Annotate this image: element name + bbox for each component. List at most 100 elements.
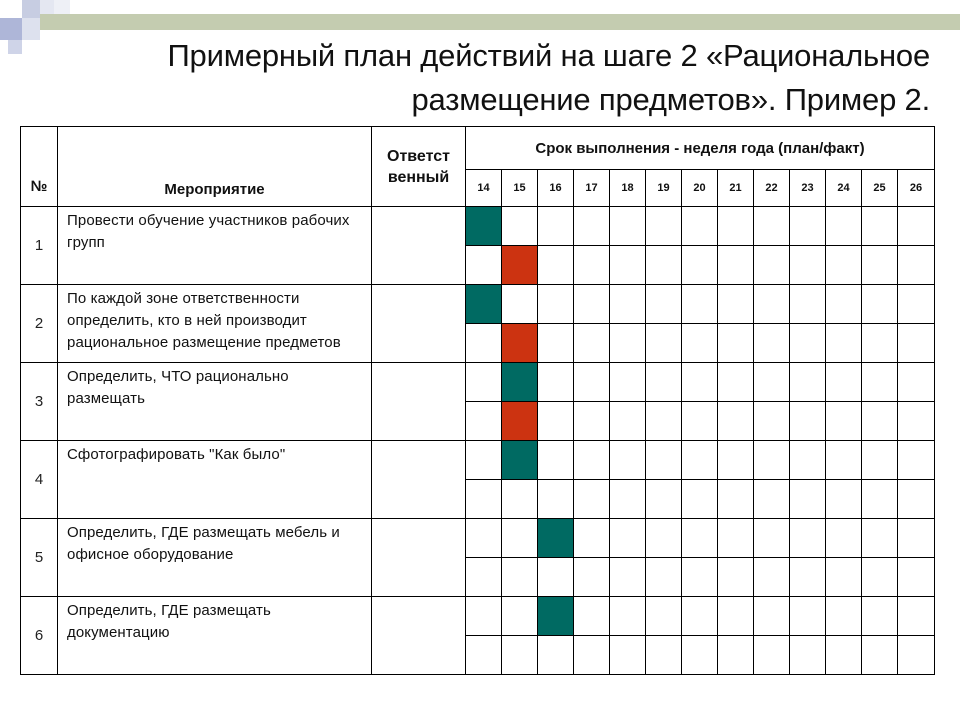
schedule-cell xyxy=(537,557,574,597)
schedule-cell xyxy=(465,401,502,441)
schedule-cell xyxy=(681,596,718,636)
schedule-cell xyxy=(861,557,898,597)
schedule-cell xyxy=(753,440,790,480)
row-event: По каждой зоне ответственности определит… xyxy=(57,284,372,363)
schedule-cell xyxy=(861,401,898,441)
row-number: 3 xyxy=(20,362,58,441)
schedule-cell xyxy=(897,557,935,597)
schedule-cell xyxy=(573,635,610,675)
schedule-cell xyxy=(537,323,574,363)
schedule-cell xyxy=(753,596,790,636)
schedule-cell xyxy=(897,323,935,363)
schedule-cell xyxy=(681,284,718,324)
header-event: Мероприятие xyxy=(57,126,372,207)
schedule-cell xyxy=(609,596,646,636)
schedule-cell xyxy=(537,206,574,246)
schedule-cell xyxy=(465,635,502,675)
schedule-cell xyxy=(897,479,935,519)
schedule-cell xyxy=(825,362,862,402)
schedule-cell xyxy=(573,401,610,441)
schedule-cell xyxy=(753,206,790,246)
table-row: 5 Определить, ГДЕ размещать мебель и офис… xyxy=(20,518,935,597)
table-row xyxy=(21,557,935,597)
schedule-cell xyxy=(753,245,790,285)
fact-mark-week-15 xyxy=(501,245,538,285)
schedule-cell xyxy=(681,206,718,246)
week-header-17: 17 xyxy=(573,169,610,207)
schedule-cell xyxy=(825,284,862,324)
schedule-cell xyxy=(465,596,502,636)
schedule-cell xyxy=(717,245,754,285)
schedule-cell xyxy=(573,323,610,363)
schedule-cell xyxy=(645,596,682,636)
schedule-cell xyxy=(645,206,682,246)
schedule-cell xyxy=(573,479,610,519)
schedule-cell xyxy=(825,479,862,519)
schedule-cell xyxy=(609,518,646,558)
row-number: 1 xyxy=(20,206,58,285)
schedule-cell xyxy=(717,479,754,519)
schedule-cell xyxy=(573,518,610,558)
table-row: 2 По каждой зоне ответственности определи… xyxy=(20,284,935,363)
schedule-cell xyxy=(897,518,935,558)
schedule-cell xyxy=(681,518,718,558)
schedule-cell xyxy=(537,479,574,519)
schedule-cell xyxy=(465,518,502,558)
schedule-cell xyxy=(897,206,935,246)
schedule-cell xyxy=(609,284,646,324)
schedule-cell xyxy=(681,479,718,519)
schedule-cell xyxy=(789,206,826,246)
schedule-cell xyxy=(609,557,646,597)
schedule-cell xyxy=(609,323,646,363)
schedule-cell xyxy=(609,245,646,285)
row-responsible xyxy=(371,206,466,285)
schedule-cell xyxy=(681,635,718,675)
schedule-cell xyxy=(645,518,682,558)
schedule-cell xyxy=(465,362,502,402)
schedule-cell xyxy=(573,440,610,480)
schedule-cell xyxy=(789,323,826,363)
schedule-cell xyxy=(717,323,754,363)
schedule-cell xyxy=(537,635,574,675)
schedule-cell xyxy=(681,440,718,480)
week-header-19: 19 xyxy=(645,169,682,207)
schedule-cell xyxy=(573,284,610,324)
schedule-cell xyxy=(717,401,754,441)
schedule-cell xyxy=(465,245,502,285)
schedule-cell xyxy=(573,362,610,402)
header-schedule: Срок выполнения - неделя года (план/факт… xyxy=(465,126,935,170)
row-responsible xyxy=(371,440,466,519)
schedule-cell xyxy=(861,323,898,363)
schedule-cell xyxy=(753,323,790,363)
row-event: Сфотографировать "Как было" xyxy=(57,440,372,519)
plan-mark-week-16 xyxy=(537,596,574,636)
schedule-cell xyxy=(465,557,502,597)
schedule-cell xyxy=(789,440,826,480)
fact-mark-week-15 xyxy=(501,323,538,363)
schedule-cell xyxy=(645,245,682,285)
schedule-cell xyxy=(645,557,682,597)
schedule-cell xyxy=(789,518,826,558)
plan-mark-week-15 xyxy=(501,440,538,480)
week-header-23: 23 xyxy=(789,169,826,207)
schedule-cell xyxy=(717,557,754,597)
week-header-24: 24 xyxy=(825,169,862,207)
schedule-cell xyxy=(753,284,790,324)
plan-mark-week-16 xyxy=(537,518,574,558)
schedule-cell xyxy=(465,479,502,519)
schedule-cell xyxy=(645,401,682,441)
schedule-cell xyxy=(789,362,826,402)
schedule-cell xyxy=(825,440,862,480)
row-event: Определить, ЧТО рационально размещать xyxy=(57,362,372,441)
schedule-cell xyxy=(717,635,754,675)
schedule-cell xyxy=(573,245,610,285)
schedule-cell xyxy=(753,479,790,519)
schedule-cell xyxy=(501,206,538,246)
header-number: № xyxy=(20,126,58,207)
schedule-cell xyxy=(537,245,574,285)
schedule-cell xyxy=(537,284,574,324)
schedule-cell xyxy=(825,206,862,246)
schedule-cell xyxy=(501,557,538,597)
title-line-2: размещение предметов». Пример 2. xyxy=(411,82,930,117)
schedule-cell xyxy=(789,401,826,441)
